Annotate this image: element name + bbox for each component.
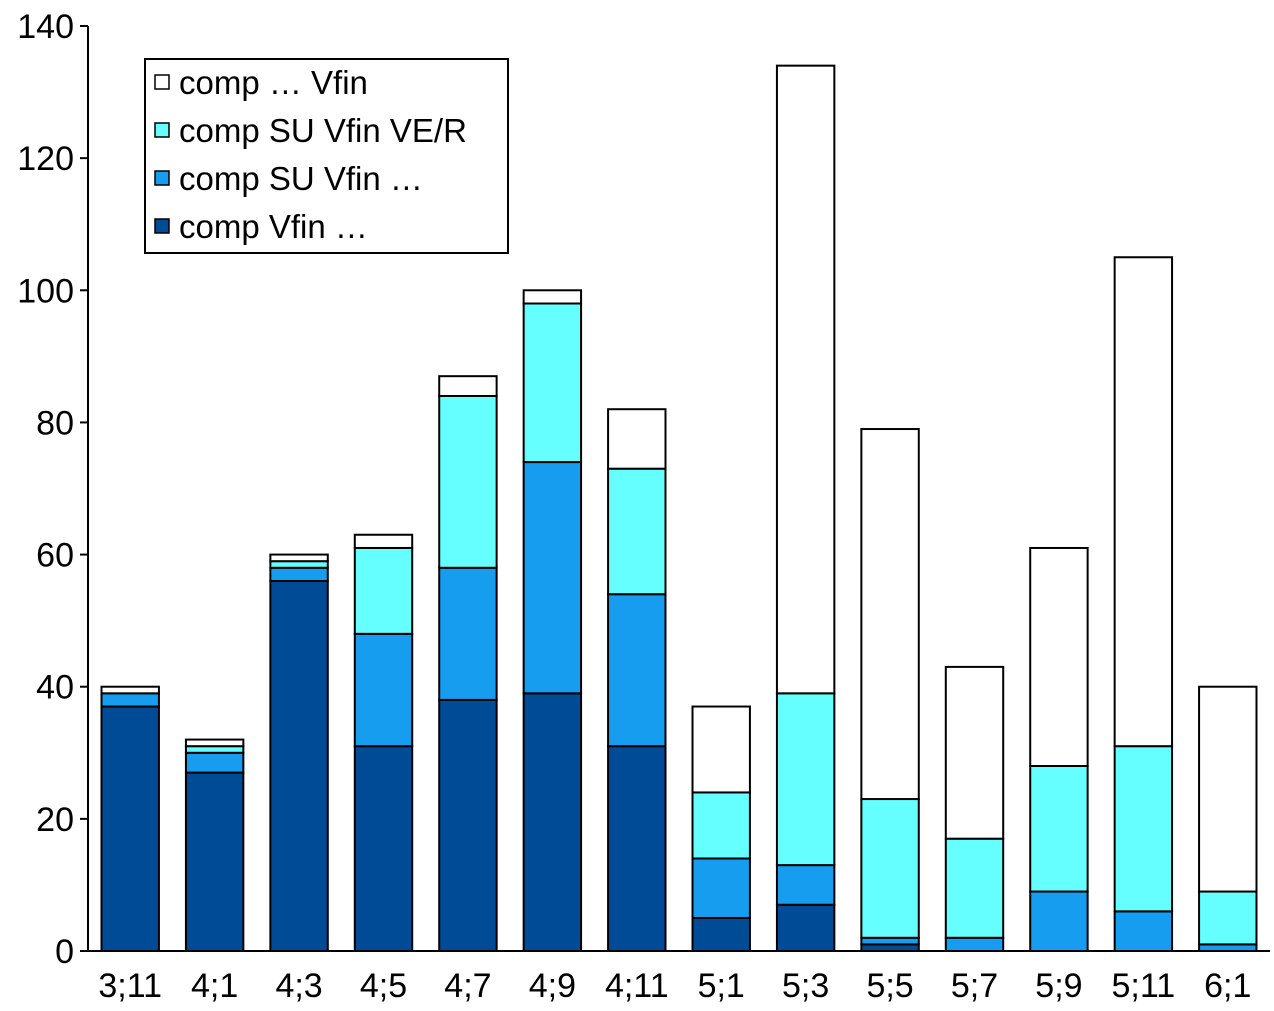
bar-segment-5;1-series-3 (691, 705, 751, 794)
bar-segment-5;1-series-1 (691, 857, 751, 919)
bar-segment-5;1-series-0 (691, 916, 751, 953)
x-tick-label: 5;11 (1112, 967, 1176, 1005)
bar-segment-5;11-series-2 (1113, 745, 1174, 913)
bar-segment-4;9-series-1 (522, 461, 583, 695)
legend-swatch (154, 74, 170, 90)
x-tick-label: 5;1 (698, 967, 745, 1005)
legend-swatch (154, 170, 170, 186)
bar-segment-6;1-series-3 (1198, 685, 1258, 893)
legend-swatch (154, 218, 170, 234)
x-tick-label: 4;5 (360, 967, 407, 1005)
y-tick-label: 60 (36, 537, 74, 575)
y-tick-label: 0 (55, 933, 74, 971)
y-tick-label: 100 (17, 272, 74, 310)
bar-segment-4;7-series-2 (438, 395, 498, 569)
x-axis: 3;11 4;1 4;3 4;5 4;7 4;9 4;11 5;1 5;3 5;5 5;7 5;9 5;… (88, 950, 1270, 1005)
legend-box (144, 58, 509, 254)
legend-label: comp SU Vfin VE/R (179, 112, 467, 149)
y-axis: 0 20 40 60 80 100 120 140 (17, 8, 89, 971)
x-tick-label: 3;11 (98, 967, 162, 1005)
bar-segment-4;7-series-1 (438, 566, 498, 701)
bar-segment-4;1-series-3 (184, 738, 245, 748)
bar-segment-4;1-series-0 (184, 771, 245, 952)
bar-segment-6;1-series-2 (1198, 890, 1258, 946)
x-tick-label: 4;7 (444, 967, 491, 1005)
bar-segment-4;3-series-0 (269, 580, 329, 952)
bar-segment-5;11-series-1 (1113, 910, 1174, 952)
bar-segment-4;3-series-3 (269, 553, 329, 563)
bar-segment-4;11-series-1 (607, 593, 667, 748)
y-tick-label: 140 (17, 8, 74, 46)
bar-segment-5;9-series-1 (1029, 890, 1089, 952)
x-tick-label: 5;9 (1035, 967, 1082, 1005)
y-tick-label: 20 (36, 801, 74, 839)
x-tick-label: 5;3 (782, 967, 829, 1005)
bar-segment-5;11-series-3 (1113, 256, 1174, 748)
x-tick-label: 4;9 (529, 967, 576, 1005)
x-tick-label: 4;1 (191, 967, 238, 1005)
bar-segment-5;9-series-3 (1029, 546, 1089, 768)
bar-segment-5;7-series-3 (944, 665, 1005, 840)
y-tick-label: 40 (36, 669, 74, 707)
bar-segment-4;5-series-2 (353, 546, 414, 635)
bar-segment-4;9-series-3 (522, 289, 583, 305)
bar-segment-5;7-series-1 (944, 936, 1005, 952)
bars (100, 64, 1258, 953)
bar-segment-3;11-series-0 (100, 705, 160, 952)
bar-segment-4;11-series-2 (607, 467, 667, 596)
bar-segment-5;7-series-2 (944, 837, 1005, 939)
bar-segment-5;3-series-0 (775, 903, 836, 952)
bar-segment-5;5-series-3 (860, 428, 920, 801)
y-tick-label: 80 (36, 404, 74, 442)
bar-segment-4;1-series-1 (184, 751, 245, 774)
bar-segment-4;5-series-0 (353, 745, 414, 953)
bar-segment-5;3-series-1 (775, 864, 836, 906)
legend-swatch (154, 122, 170, 138)
bar-segment-5;3-series-2 (775, 692, 836, 867)
bar-segment-4;3-series-1 (269, 566, 329, 582)
bar-segment-4;7-series-3 (438, 375, 498, 397)
bar-segment-4;9-series-2 (522, 302, 583, 464)
bar-segment-4;11-series-0 (607, 745, 667, 953)
bar-segment-4;7-series-0 (438, 698, 498, 953)
bar-segment-4;9-series-0 (522, 692, 583, 952)
bar-segment-3;11-series-1 (100, 692, 160, 708)
x-tick-label: 6;1 (1204, 967, 1251, 1005)
bar-segment-5;3-series-3 (775, 64, 836, 695)
x-tick-label: 5;7 (951, 967, 998, 1005)
x-tick-label: 5;5 (866, 967, 913, 1005)
bar-segment-4;5-series-3 (353, 533, 414, 549)
x-tick-label: 4;11 (605, 967, 669, 1005)
x-tick-label: 4;3 (275, 967, 322, 1005)
bar-segment-5;5-series-2 (860, 798, 920, 939)
y-tick-label: 120 (17, 140, 74, 178)
legend-label: comp Vfin … (179, 208, 368, 245)
legend: comp … Vfin comp SU Vfin VE/R comp SU Vfin… (144, 58, 509, 254)
bar-segment-4;11-series-3 (607, 408, 667, 470)
bar-segment-3;11-series-3 (100, 685, 160, 695)
legend-label: comp SU Vfin … (179, 160, 423, 197)
bar-segment-5;9-series-2 (1029, 765, 1089, 893)
bar-segment-5;1-series-2 (691, 791, 751, 860)
bar-segment-4;5-series-1 (353, 632, 414, 748)
legend-label: comp … Vfin (179, 64, 368, 101)
